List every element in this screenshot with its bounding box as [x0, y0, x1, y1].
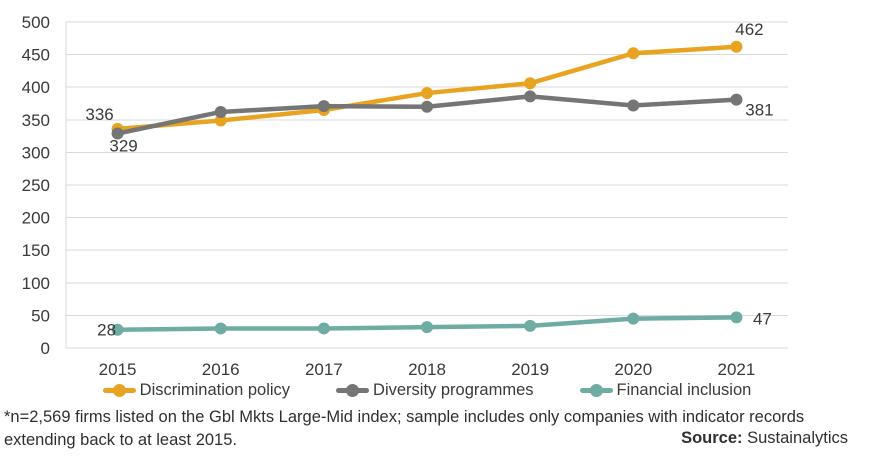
source-credit: Source: Sustainalytics: [681, 429, 848, 448]
legend-marker-icon: [102, 384, 136, 397]
x-tick-label: 2021: [718, 360, 756, 378]
data-point: [317, 322, 330, 335]
y-tick-label: 0: [41, 339, 50, 358]
y-tick-label: 500: [22, 13, 50, 32]
footnote-line1: *n=2,569 firms listed on the Gbl Mkts La…: [4, 408, 805, 426]
data-point: [730, 311, 743, 324]
data-point: [524, 77, 537, 90]
point-label: 336: [85, 105, 113, 124]
legend: Discrimination policy Diversity programme…: [66, 380, 788, 401]
source-value: Sustainalytics: [747, 429, 848, 447]
y-tick-label: 300: [22, 143, 50, 162]
data-point: [214, 322, 227, 335]
data-point: [111, 127, 124, 140]
legend-label: Diversity programmes: [373, 381, 534, 399]
x-tick-label: 2015: [99, 360, 137, 378]
point-label: 47: [753, 309, 772, 328]
legend-item-2: Diversity programmes: [336, 381, 534, 400]
point-label: 462: [735, 20, 763, 39]
source-label: Source:: [681, 429, 743, 447]
x-tick-label: 2016: [202, 360, 240, 378]
legend-label: Discrimination policy: [139, 381, 291, 399]
legend-marker-icon: [579, 384, 613, 397]
y-tick-label: 250: [22, 176, 50, 195]
point-label: 28: [97, 321, 116, 340]
legend-label: Financial inclusion: [616, 381, 752, 399]
data-point: [214, 114, 227, 127]
legend-marker-icon: [336, 384, 370, 397]
y-tick-label: 200: [22, 209, 50, 228]
data-point: [524, 90, 537, 103]
data-point: [111, 323, 124, 336]
x-tick-label: 2018: [408, 360, 446, 378]
data-point: [730, 40, 743, 53]
data-point: [421, 100, 433, 113]
x-tick-label: 2019: [511, 360, 549, 378]
footnote-line2: extending back to at least 2015.: [4, 430, 237, 449]
data-point: [421, 87, 433, 100]
y-tick-label: 350: [22, 111, 50, 130]
line-chart: 0 50 100 150 200 250 300 350 400 450 500 2015 2016 20…: [22, 13, 788, 378]
point-label: 381: [745, 101, 773, 120]
data-point: [524, 319, 537, 332]
y-tick-label: 150: [22, 241, 50, 260]
data-point: [627, 99, 640, 112]
y-tick-label: 450: [22, 46, 50, 65]
x-tick-label: 2020: [614, 360, 652, 378]
data-point: [730, 93, 743, 106]
x-tick-label: 2017: [305, 360, 343, 378]
footnote: *n=2,569 firms listed on the Gbl Mkts La…: [4, 406, 804, 451]
y-tick-label: 50: [31, 306, 50, 325]
data-point: [627, 47, 640, 60]
y-tick-label: 400: [22, 78, 50, 97]
y-tick-label: 100: [22, 274, 50, 293]
data-point: [214, 105, 227, 118]
legend-item-3: Financial inclusion: [579, 381, 752, 400]
data-point: [627, 312, 640, 325]
data-point: [421, 321, 433, 334]
legend-item-1: Discrimination policy: [102, 381, 291, 400]
data-point: [317, 100, 330, 113]
point-label: 329: [109, 136, 137, 155]
